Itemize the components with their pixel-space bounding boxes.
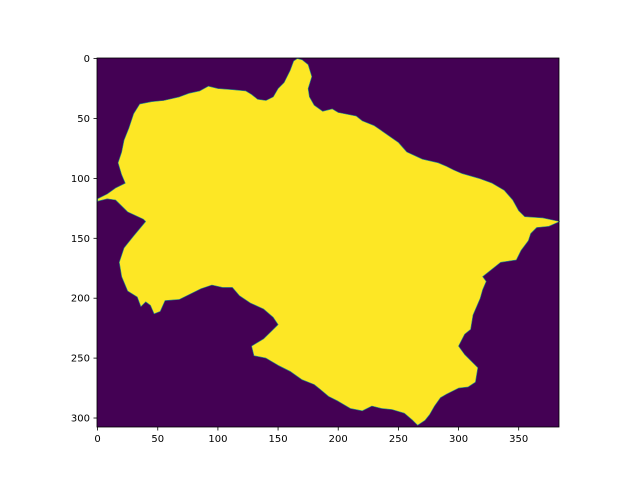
x-tick-label: 150 (269, 434, 288, 445)
y-tick-label: 300 (71, 414, 90, 425)
y-tick-label: 50 (77, 114, 90, 125)
y-axis-ticks: 0 50 100 150 200 250 300 (71, 54, 97, 425)
x-axis-ticks: 0 50 100 150 200 250 300 350 (94, 427, 528, 445)
y-tick-label: 200 (71, 294, 90, 305)
y-tick-label: 150 (71, 234, 90, 245)
x-tick-label: 100 (208, 434, 227, 445)
x-tick-label: 300 (449, 434, 468, 445)
plot-area (97, 58, 560, 427)
x-tick-label: 250 (389, 434, 408, 445)
y-tick-label: 0 (84, 54, 90, 65)
region-shape (97, 58, 560, 426)
axes-frame (96, 57, 560, 428)
x-tick-label: 50 (151, 434, 164, 445)
x-tick-label: 200 (329, 434, 348, 445)
x-tick-label: 350 (509, 434, 528, 445)
y-tick-label: 250 (71, 354, 90, 365)
x-tick-label: 0 (94, 434, 100, 445)
y-tick-label: 100 (71, 174, 90, 185)
